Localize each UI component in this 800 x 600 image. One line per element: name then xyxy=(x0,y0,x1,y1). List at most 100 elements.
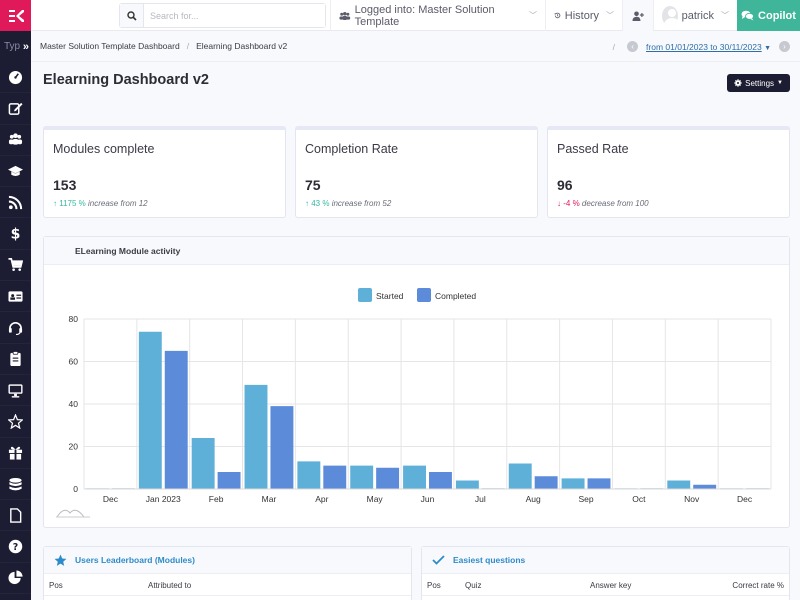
kpi-card-modules-complete: Modules complete 153 ↑ 1175 % increase f… xyxy=(43,126,286,218)
table-header: Users Leaderboard (Modules) xyxy=(44,547,411,574)
sidebar-item-edit[interactable] xyxy=(0,93,31,125)
y-tick-label: 20 xyxy=(69,442,79,452)
y-tick-label: 40 xyxy=(69,399,79,409)
clipboard-icon xyxy=(10,351,21,367)
x-tick-label: Jun xyxy=(421,494,435,504)
dollar-icon: $ xyxy=(11,227,21,241)
sidebar-item-gift[interactable] xyxy=(0,438,31,469)
page-title: Elearning Dashboard v2 xyxy=(43,72,209,88)
sidebar-search[interactable]: Typ » xyxy=(0,31,31,62)
svg-text:$: $ xyxy=(11,227,21,241)
x-tick-label: Dec xyxy=(103,494,119,504)
settings-button[interactable]: Settings ▼ xyxy=(727,74,790,92)
sidebar-item-question[interactable]: ? xyxy=(0,531,31,563)
users-leaderboard-card: Users Leaderboard (Modules) Pos Attribut… xyxy=(43,546,412,600)
module-activity-chart: Started Completed 0 20 40 60 80 Dec Jan 2023 Feb M… xyxy=(56,288,772,518)
sidebar-search-stub[interactable]: Typ xyxy=(4,41,21,52)
search-input[interactable] xyxy=(144,4,325,27)
avatar xyxy=(662,5,678,26)
caret-down-icon: ▼ xyxy=(777,80,783,86)
date-range-selector: / ‹ from 01/01/2023 to 30/11/2023 ▼ › xyxy=(613,31,790,62)
kpi-value: 153 xyxy=(53,177,77,193)
sidebar-item-graduation-cap[interactable] xyxy=(0,156,31,188)
database-icon xyxy=(9,477,22,490)
kpi-value: 96 xyxy=(557,177,573,193)
bar-completed xyxy=(217,472,241,489)
table-title: Users Leaderboard (Modules) xyxy=(75,555,195,565)
previous-period-icon[interactable]: ‹ xyxy=(627,41,639,52)
copilot-label: Copilot xyxy=(758,9,796,22)
sidebar-item-pie-chart[interactable] xyxy=(0,563,31,595)
desktop-icon xyxy=(8,384,23,398)
sidebar-item-dollar[interactable]: $ xyxy=(0,218,31,250)
sidebar-item-tachometer[interactable] xyxy=(0,62,31,94)
bar-started xyxy=(403,465,426,489)
sidebar-item-users[interactable] xyxy=(0,125,31,156)
sidebar-item-id-card[interactable] xyxy=(0,281,31,313)
users-icon xyxy=(339,11,351,20)
sidebar-item-cart[interactable] xyxy=(0,250,31,282)
bar-completed xyxy=(376,467,400,489)
expand-sidebar-icon[interactable]: » xyxy=(22,40,29,53)
gear-icon xyxy=(734,79,742,87)
bar-started xyxy=(508,463,532,489)
gift-icon xyxy=(8,446,23,460)
cart-icon xyxy=(8,258,23,272)
kpi-delta-value: 1175 % xyxy=(59,199,86,208)
breadcrumb-item[interactable]: Elearning Dashboard v2 xyxy=(196,41,288,51)
x-tick-label: Nov xyxy=(684,494,700,504)
sidebar-item-rss[interactable] xyxy=(0,187,31,219)
sidebar: Typ » $? xyxy=(0,0,31,600)
id-card-icon xyxy=(8,291,23,302)
column-header[interactable]: Attributed to xyxy=(148,581,192,590)
column-header[interactable]: Answer key xyxy=(590,581,632,590)
add-user-button[interactable] xyxy=(622,0,653,31)
sidebar-nav: $? xyxy=(0,62,31,595)
table-title: Easiest questions xyxy=(453,555,526,565)
sidebar-item-database[interactable] xyxy=(0,469,31,501)
bar-started xyxy=(297,461,321,489)
kpi-value: 75 xyxy=(305,177,321,193)
sidebar-item-headset[interactable] xyxy=(0,312,31,344)
kpi-delta: ↓ -4 % decrease from 100 xyxy=(557,199,649,208)
bar-started xyxy=(561,478,585,489)
question-icon: ? xyxy=(8,539,23,554)
sidebar-item-clipboard[interactable] xyxy=(0,344,31,375)
history-dropdown[interactable]: History ﹀ xyxy=(545,0,622,31)
x-tick-label: Aug xyxy=(526,494,541,504)
settings-label: Settings xyxy=(745,78,775,88)
sidebar-item-file[interactable] xyxy=(0,500,31,532)
chart-title: ELearning Module activity xyxy=(44,237,789,265)
chart-scrollbar-icon xyxy=(56,509,85,518)
tenant-dropdown[interactable]: Logged into: Master Solution Template ﹀ xyxy=(330,0,545,31)
search-button[interactable] xyxy=(120,4,144,27)
kpi-delta-value: 43 % xyxy=(311,199,330,208)
bar-completed xyxy=(693,484,717,489)
sidebar-item-desktop[interactable] xyxy=(0,375,31,407)
bar-completed xyxy=(587,478,611,489)
copilot-button[interactable]: Copilot xyxy=(737,0,800,31)
bar-started xyxy=(455,480,479,489)
column-header[interactable]: Correct rate % xyxy=(732,581,784,590)
next-period-icon[interactable]: › xyxy=(779,41,790,52)
table-column-headers: Pos Quiz Answer key Correct rate % xyxy=(422,574,789,596)
x-tick-label: Dec xyxy=(737,494,753,504)
history-icon xyxy=(554,12,561,19)
breadcrumb: Master Solution Template Dashboard / Ele… xyxy=(31,31,800,62)
breadcrumb-item[interactable]: Master Solution Template Dashboard xyxy=(40,41,180,51)
bar-completed xyxy=(429,472,452,489)
breadcrumb-separator: / xyxy=(186,41,190,51)
x-tick-label: Jan 2023 xyxy=(146,494,181,504)
users-icon xyxy=(8,133,23,145)
column-header[interactable]: Pos xyxy=(427,581,441,590)
bar-completed xyxy=(164,350,188,489)
sidebar-item-star[interactable] xyxy=(0,406,31,438)
app-logo[interactable] xyxy=(0,0,31,31)
user-menu[interactable]: patrick ﹀ xyxy=(653,0,737,31)
column-header[interactable]: Quiz xyxy=(465,581,482,590)
caret-down-icon[interactable]: ▼ xyxy=(764,44,771,52)
date-range-link[interactable]: from 01/01/2023 to 30/11/2023 xyxy=(646,41,762,52)
arrow-up-icon: ↑ xyxy=(53,199,57,208)
legend-swatch-started xyxy=(358,288,372,302)
column-header[interactable]: Pos xyxy=(49,581,63,590)
